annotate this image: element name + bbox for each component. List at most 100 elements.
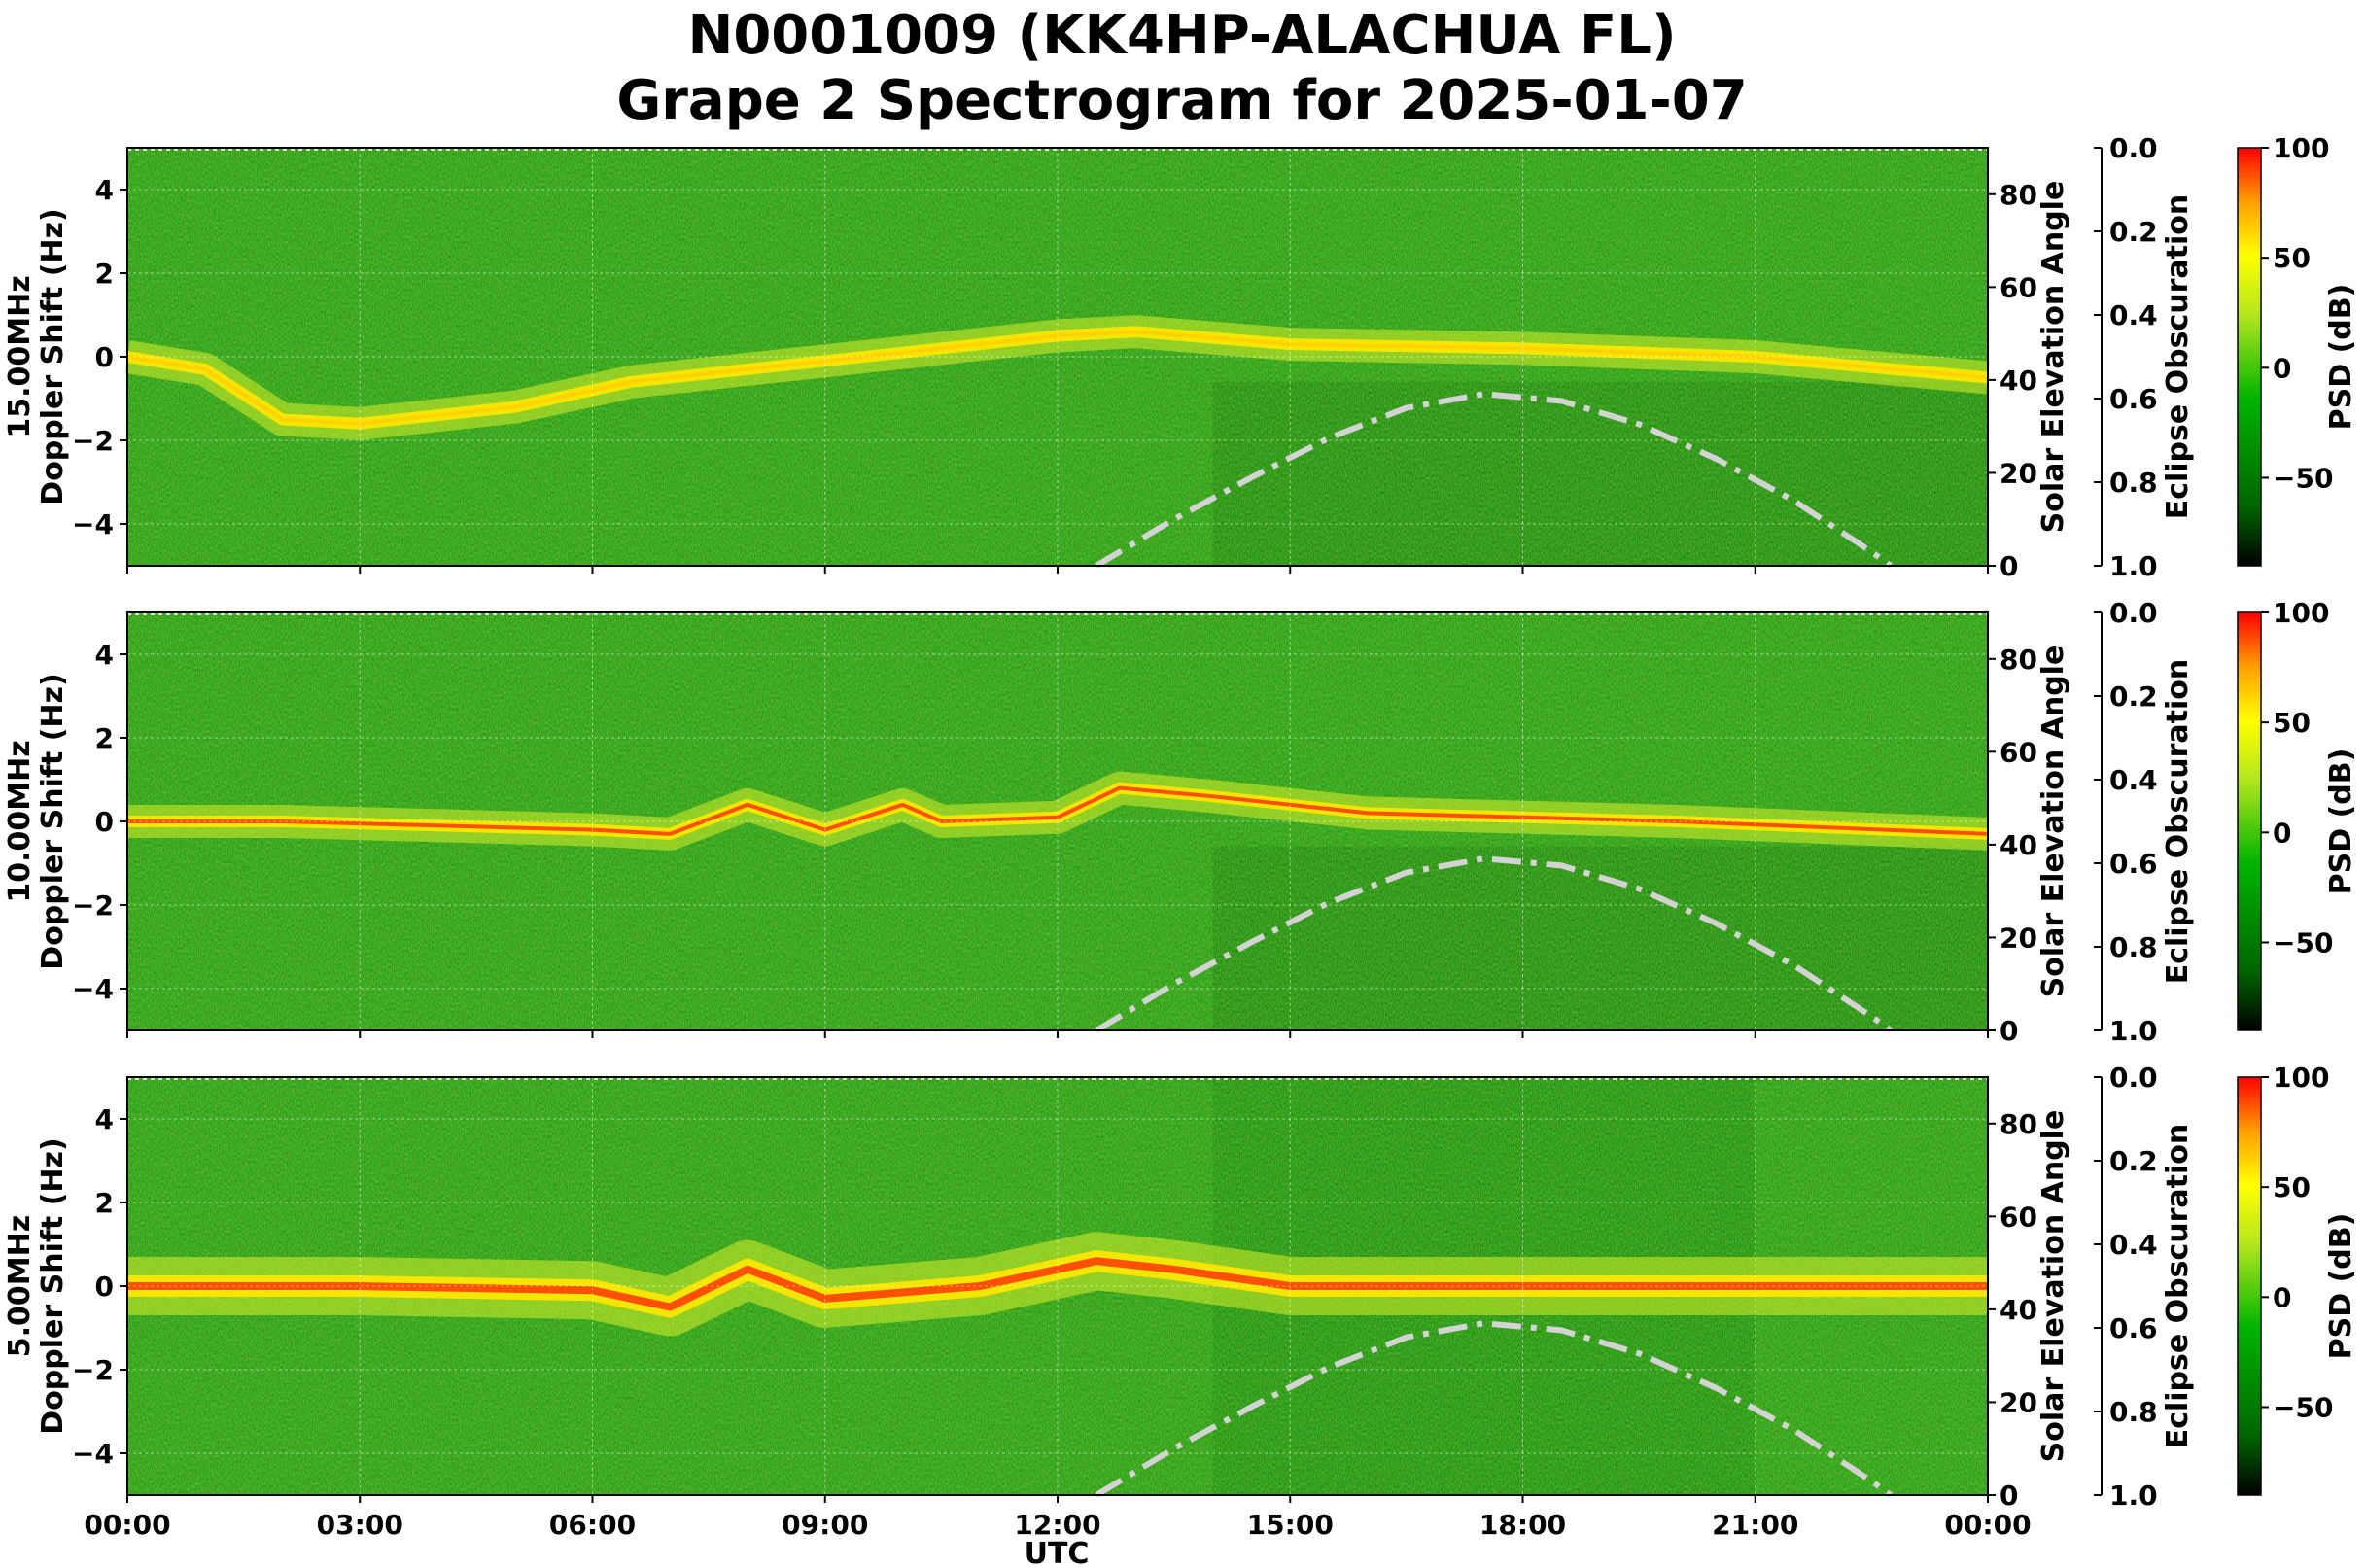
y-axis-label: Doppler Shift (Hz) [36,673,70,969]
eclipse-tick-label: 0.2 [2109,680,2158,713]
frequency-label: 10.00MHz [3,740,37,902]
y-tick-label: −2 [72,889,114,922]
y-axis-label: Doppler Shift (Hz) [36,208,70,505]
doppler-trace [127,785,1989,836]
elevation-tick-label: 20 [2000,457,2037,489]
colorbar-label: PSD (dB) [2324,284,2358,431]
y-tick-label: 4 [95,639,114,671]
spectrogram-panel: 420−2−415.00MHz Doppler Shift (Hz)0204060… [3,132,2358,582]
colorbar-tick-label: 50 [2273,242,2311,274]
elevation-tick-label: 0 [2000,550,2018,582]
x-tick-label: 06:00 [549,1509,636,1541]
y-tick-label: 2 [95,1187,114,1219]
elevation-tick-label: 80 [2000,179,2037,211]
y-tick-label: −4 [72,1438,114,1470]
elevation-tick-label: 40 [2000,365,2037,397]
x-tick-label: 18:00 [1479,1509,1566,1541]
eclipse-tick-label: 0.6 [2109,383,2158,415]
eclipse-tick-label: 0.4 [2109,764,2158,796]
elevation-tick-label: 20 [2000,1386,2037,1418]
psd-colorbar [2237,611,2262,1031]
colorbar-label: PSD (dB) [2324,1213,2358,1360]
figure-title-line1: N0001009 (KK4HP-ALACHUA FL) [687,4,1676,67]
x-axis-label: UTC [1025,1537,1090,1568]
psd-colorbar [2237,147,2262,567]
eclipse-tick-label: 0.6 [2109,1312,2158,1344]
colorbar-tick-label: 0 [2273,1281,2291,1313]
elevation-axis-label: Solar Elevation Angle [2036,1110,2070,1463]
spectrogram-panel: 420−2−410.00MHz Doppler Shift (Hz)0204060… [3,597,2358,1047]
y-tick-label: 4 [95,174,114,206]
doppler-trace [127,1257,1988,1311]
elevation-tick-label: 60 [2000,1201,2037,1233]
y-tick-label: 2 [95,722,114,754]
y-tick-label: −4 [72,973,114,1005]
elevation-tick-label: 40 [2000,829,2037,861]
colorbar-tick-label: 100 [2273,132,2329,164]
y-tick-label: 4 [95,1103,114,1135]
colorbar-tick-label: 0 [2273,817,2291,849]
frequency-label: 15.00MHz [3,275,37,437]
eclipse-tick-label: 0.0 [2109,1062,2158,1094]
y-tick-label: 0 [95,341,114,373]
eclipse-axis-label: Eclipse Obscuration [2161,194,2195,520]
elevation-tick-label: 60 [2000,271,2037,303]
elevation-tick-label: 80 [2000,644,2037,676]
x-tick-label: 00:00 [1944,1509,2031,1541]
eclipse-tick-label: 0.8 [2109,931,2158,963]
eclipse-tick-label: 0.2 [2109,216,2158,248]
frequency-label: 5.00MHz [3,1215,37,1357]
colorbar-tick-label: 50 [2273,707,2311,739]
elevation-tick-label: 0 [2000,1480,2018,1512]
x-tick-label: 00:00 [84,1509,170,1541]
eclipse-tick-label: 0.4 [2109,299,2158,331]
y-tick-label: 0 [95,806,114,838]
colorbar-tick-label: −50 [2273,462,2333,494]
eclipse-tick-label: 0.0 [2109,132,2158,164]
y-tick-label: 2 [95,258,114,290]
colorbar-label: PSD (dB) [2324,749,2358,895]
figure-title-line2: Grape 2 Spectrogram for 2025-01-07 [616,69,1747,132]
eclipse-axis-label: Eclipse Obscuration [2161,659,2195,985]
elevation-tick-label: 60 [2000,736,2037,768]
eclipse-tick-label: 0.8 [2109,1396,2158,1428]
y-tick-label: 0 [95,1271,114,1303]
y-axis-label: Doppler Shift (Hz) [36,1137,70,1434]
y-tick-label: −4 [72,508,114,540]
solar-elevation-curve [1095,855,1894,1033]
colorbar-tick-label: 50 [2273,1171,2311,1203]
solar-elevation-curve [1095,1320,1894,1498]
y-tick-label: −2 [72,425,114,457]
colorbar-tick-label: −50 [2273,926,2333,958]
elevation-tick-label: 40 [2000,1294,2037,1326]
x-tick-label: 12:00 [1014,1509,1100,1541]
y-tick-label: −2 [72,1354,114,1386]
colorbar-tick-label: 100 [2273,1062,2329,1094]
eclipse-tick-label: 0.4 [2109,1229,2158,1261]
elevation-axis-label: Solar Elevation Angle [2036,645,2070,998]
eclipse-axis-label: Eclipse Obscuration [2161,1124,2195,1449]
eclipse-tick-label: 1.0 [2109,1480,2158,1512]
doppler-trace [126,330,1989,426]
eclipse-tick-label: 0.0 [2109,597,2158,629]
eclipse-tick-label: 1.0 [2109,550,2158,582]
colorbar-tick-label: 100 [2273,597,2329,629]
colorbar-tick-label: 0 [2273,352,2291,384]
elevation-tick-label: 20 [2000,922,2037,954]
x-tick-label: 03:00 [317,1509,403,1541]
eclipse-tick-label: 0.8 [2109,467,2158,499]
elevation-axis-label: Solar Elevation Angle [2036,181,2070,534]
eclipse-tick-label: 0.2 [2109,1145,2158,1177]
spectrogram-panel: 420−2−45.00MHz Doppler Shift (Hz)02040608… [3,1062,2358,1541]
x-tick-label: 15:00 [1247,1509,1334,1541]
elevation-tick-label: 0 [2000,1015,2018,1047]
x-tick-label: 09:00 [782,1509,868,1541]
x-tick-label: 21:00 [1712,1509,1798,1541]
eclipse-tick-label: 1.0 [2109,1015,2158,1047]
solar-elevation-curve [1095,391,1894,569]
colorbar-tick-label: −50 [2273,1391,2333,1423]
elevation-tick-label: 80 [2000,1108,2037,1140]
eclipse-tick-label: 0.6 [2109,848,2158,880]
psd-colorbar [2237,1076,2262,1496]
